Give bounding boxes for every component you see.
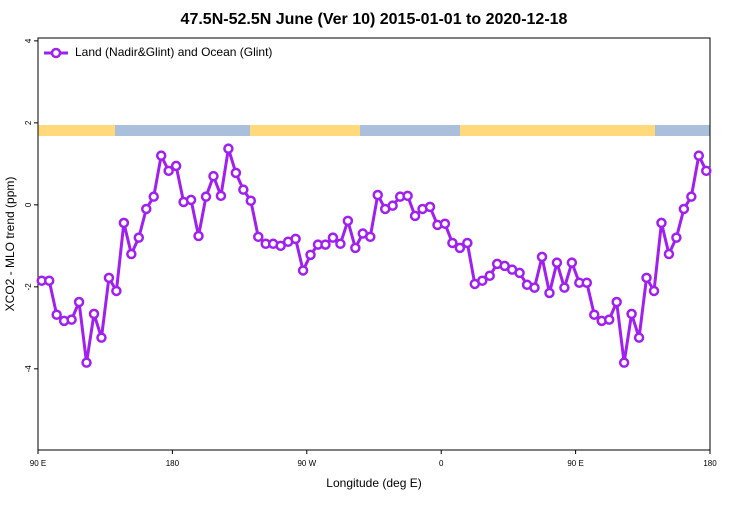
data-point — [73, 296, 85, 308]
data-point — [447, 237, 458, 249]
data-point — [350, 242, 361, 254]
data-point — [686, 191, 697, 202]
data-point — [514, 267, 525, 279]
data-point — [663, 248, 675, 260]
data-point — [454, 242, 466, 254]
data-point — [238, 184, 249, 195]
data-point — [402, 190, 413, 202]
data-point — [200, 191, 212, 202]
x-tick-label: 90 E — [30, 459, 46, 468]
data-point — [335, 238, 346, 250]
data-point — [342, 215, 354, 227]
data-point — [133, 232, 145, 243]
data-point — [611, 296, 622, 308]
data-point — [372, 189, 383, 201]
data-point — [245, 195, 257, 207]
y-tick-label: 4 — [24, 38, 33, 43]
data-point — [409, 210, 421, 222]
data-point — [51, 309, 62, 320]
data-point — [43, 275, 55, 286]
data-point — [66, 314, 77, 325]
x-tick-label: 180 — [703, 459, 717, 468]
data-point — [88, 308, 100, 320]
data-point — [275, 240, 286, 252]
data-point — [126, 248, 137, 260]
data-point — [305, 249, 316, 261]
data-point — [253, 231, 264, 243]
y-tick-label: -2 — [24, 283, 33, 291]
data-point — [193, 230, 204, 242]
data-point — [693, 150, 705, 161]
data-point — [603, 314, 615, 325]
y-tick-label: 2 — [24, 120, 33, 125]
data-point — [589, 309, 600, 320]
y-tick-label: -4 — [24, 365, 33, 373]
data-point — [439, 218, 451, 229]
data-point — [581, 277, 593, 288]
data-point — [671, 232, 682, 243]
data-point — [633, 332, 645, 343]
data-point — [648, 285, 660, 297]
data-point — [111, 285, 122, 297]
series-line — [41, 147, 708, 365]
data-point — [223, 143, 234, 154]
data-point — [155, 150, 167, 161]
data-point — [297, 265, 309, 276]
data-point — [163, 165, 174, 177]
data-point — [387, 200, 398, 211]
data-point — [462, 237, 473, 249]
data-point — [529, 282, 540, 293]
data-point — [365, 231, 376, 243]
data-point — [230, 167, 242, 179]
data-point — [566, 257, 578, 268]
x-tick-label: 0 — [439, 459, 444, 468]
legend-marker — [50, 47, 62, 59]
data-point — [185, 194, 197, 206]
data-point — [170, 160, 182, 172]
data-point — [215, 190, 227, 202]
x-tick-label: 180 — [166, 459, 180, 468]
x-tick-label: 90 E — [567, 459, 583, 468]
data-point — [148, 191, 159, 202]
data-point — [551, 257, 563, 268]
y-tick-label: 0 — [24, 202, 33, 207]
data-point — [96, 332, 107, 343]
data-point — [327, 232, 339, 243]
data-point — [103, 272, 115, 284]
data-point — [81, 357, 92, 368]
data-point — [626, 308, 637, 320]
x-tick-label: 90 W — [297, 459, 316, 468]
data-point — [290, 233, 301, 245]
land-ocean-strip — [38, 125, 710, 136]
data-point — [208, 170, 219, 182]
legend-label: Land (Nadir&Glint) and Ocean (Glint) — [75, 45, 272, 59]
x-axis-label: Longitude (deg E) — [326, 476, 421, 490]
data-point — [320, 239, 331, 250]
data-point — [477, 275, 488, 286]
data-point — [141, 203, 152, 215]
data-point — [618, 357, 630, 368]
data-point — [559, 282, 570, 293]
data-point — [484, 270, 495, 282]
data-point — [536, 251, 548, 263]
plot-frame — [37, 37, 711, 451]
y-axis-label: XCO2 - MLO trend (ppm) — [3, 177, 17, 312]
legend: Land (Nadir&Glint) and Ocean (Glint) — [44, 45, 272, 59]
data-point — [641, 272, 652, 284]
data-point — [678, 203, 690, 215]
data-point — [118, 217, 130, 229]
data-point — [544, 287, 555, 299]
chart-title: 47.5N-52.5N June (Ver 10) 2015-01-01 to … — [181, 11, 568, 28]
data-point — [701, 165, 712, 177]
data-point — [424, 201, 436, 213]
data-point — [656, 217, 667, 229]
